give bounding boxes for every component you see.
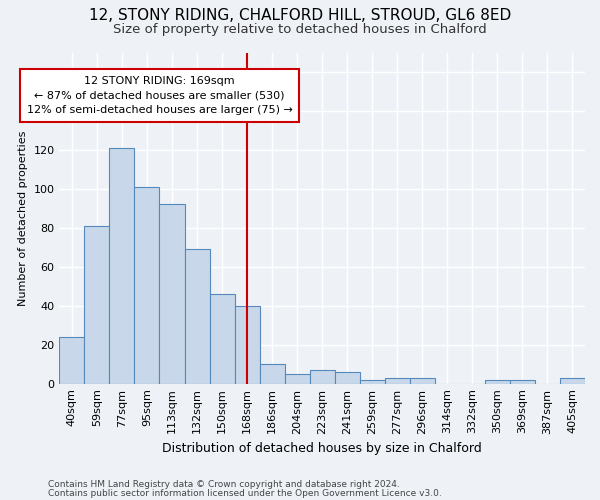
Bar — [335, 372, 360, 384]
Bar — [560, 378, 585, 384]
Bar — [510, 380, 535, 384]
Text: Contains HM Land Registry data © Crown copyright and database right 2024.: Contains HM Land Registry data © Crown c… — [48, 480, 400, 489]
Bar — [109, 148, 134, 384]
Bar — [284, 374, 310, 384]
Bar — [85, 226, 109, 384]
X-axis label: Distribution of detached houses by size in Chalford: Distribution of detached houses by size … — [163, 442, 482, 455]
Bar — [185, 250, 209, 384]
Bar — [235, 306, 260, 384]
Text: Contains public sector information licensed under the Open Government Licence v3: Contains public sector information licen… — [48, 490, 442, 498]
Bar — [59, 337, 85, 384]
Bar — [310, 370, 335, 384]
Bar — [260, 364, 284, 384]
Bar — [485, 380, 510, 384]
Bar — [160, 204, 185, 384]
Text: 12 STONY RIDING: 169sqm
← 87% of detached houses are smaller (530)
12% of semi-d: 12 STONY RIDING: 169sqm ← 87% of detache… — [26, 76, 292, 116]
Text: Size of property relative to detached houses in Chalford: Size of property relative to detached ho… — [113, 22, 487, 36]
Bar — [385, 378, 410, 384]
Bar — [360, 380, 385, 384]
Bar — [209, 294, 235, 384]
Text: 12, STONY RIDING, CHALFORD HILL, STROUD, GL6 8ED: 12, STONY RIDING, CHALFORD HILL, STROUD,… — [89, 8, 511, 22]
Y-axis label: Number of detached properties: Number of detached properties — [18, 130, 28, 306]
Bar — [410, 378, 435, 384]
Bar — [134, 187, 160, 384]
